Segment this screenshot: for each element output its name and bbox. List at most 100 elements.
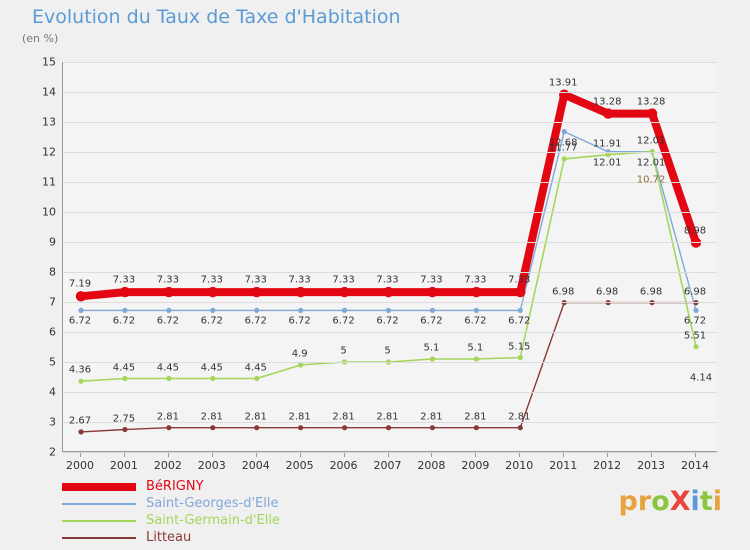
logo-letter: i [690, 486, 700, 517]
data-point [163, 286, 175, 298]
chart-unit-label: (en %) [22, 32, 59, 45]
logo-letter: X [669, 486, 691, 517]
data-point [605, 152, 611, 158]
data-point [122, 375, 128, 382]
proxiti-logo: proXiti [619, 486, 723, 517]
legend-color-swatch [62, 519, 136, 522]
point-value-label: 2.81 [156, 411, 179, 423]
data-point [693, 307, 699, 313]
x-axis-tick-label: 2012 [593, 459, 622, 472]
data-point [517, 354, 523, 361]
data-point [298, 362, 304, 368]
point-value-label: 12.68 [548, 137, 578, 149]
y-axis-tick-label: 2 [49, 445, 56, 459]
data-point [517, 425, 523, 431]
point-value-label: 5.15 [508, 341, 531, 352]
point-value-label: 4.45 [244, 362, 267, 373]
x-axis-tick [475, 453, 477, 457]
data-point [210, 375, 216, 382]
point-value-label: 11.91 [592, 138, 622, 150]
data-point [471, 286, 482, 298]
point-value-label: 7.33 [508, 274, 531, 286]
point-value-label: 6.72 [332, 315, 355, 327]
gridline [63, 62, 717, 63]
x-axis-tick-label: 2000 [66, 459, 94, 472]
y-axis-tick-label: 8 [49, 265, 56, 279]
legend-item[interactable]: Saint-Germain-d'Elle [62, 512, 482, 529]
x-axis-tick-label: 2004 [241, 459, 270, 472]
point-value-label: 11.77 [548, 142, 578, 154]
point-value-label: 7.33 [112, 274, 136, 286]
data-point [341, 307, 348, 313]
point-value-label: 7.33 [376, 274, 399, 286]
x-axis-tick [387, 453, 389, 457]
point-value-label: 7.33 [332, 274, 355, 286]
y-axis-tick-label: 3 [49, 415, 56, 429]
point-value-label: 12.01 [636, 157, 666, 169]
data-point [210, 307, 216, 313]
legend-label: Saint-Georges-d'Elle [146, 496, 279, 511]
gridline [63, 332, 717, 333]
plot-area [62, 62, 717, 453]
point-value-label: 4.45 [112, 362, 136, 373]
data-point [385, 307, 392, 313]
point-value-label: 2.75 [112, 413, 136, 424]
legend-item[interactable]: Saint-Georges-d'Elle [62, 495, 482, 512]
series-lines [75, 89, 702, 435]
data-point [78, 307, 84, 313]
point-value-label: 6.98 [683, 286, 707, 298]
point-value-label: 4.45 [200, 362, 223, 373]
x-axis-tick [299, 453, 301, 457]
point-value-label: 2.81 [200, 411, 223, 423]
data-point [78, 378, 84, 384]
gridline [63, 392, 717, 393]
legend: BéRIGNY Saint-Georges-d'Elle Saint-Germain… [62, 478, 482, 546]
data-point [427, 286, 438, 298]
data-point [122, 307, 128, 313]
point-value-label: 5.1 [423, 342, 440, 354]
legend-label: Litteau [146, 530, 192, 545]
data-point [166, 375, 172, 382]
x-axis-tick [519, 453, 521, 457]
point-value-label: 5 [384, 345, 391, 357]
legend-label: BéRIGNY [146, 479, 204, 494]
point-value-label: 6.72 [508, 315, 531, 327]
gridline [63, 362, 717, 363]
data-point [78, 429, 84, 435]
point-value-label: 2.81 [244, 411, 267, 423]
data-point [473, 356, 479, 362]
data-point [166, 425, 172, 431]
point-value-label: 7.33 [464, 274, 487, 286]
x-axis-tick [80, 453, 81, 457]
point-value-label: 2.81 [508, 411, 531, 423]
gridline [63, 242, 717, 243]
point-value-label: 6.98 [639, 286, 663, 298]
data-point [693, 344, 699, 350]
gridline [63, 422, 717, 423]
legend-item[interactable]: Litteau [62, 529, 482, 546]
point-value-label: 2.81 [332, 411, 355, 423]
x-axis-tick-label: 2013 [637, 459, 666, 472]
x-axis-tick [651, 453, 653, 457]
point-value-label: 6.72 [244, 315, 267, 327]
data-point [383, 286, 394, 298]
data-point [515, 286, 526, 298]
x-axis-tick [607, 453, 609, 457]
point-value-label: 6.98 [552, 286, 575, 298]
legend-color-swatch [62, 502, 136, 505]
legend-item[interactable]: BéRIGNY [62, 478, 482, 495]
page-title: Evolution du Taux de Taxe d'Habitation [32, 6, 401, 28]
gridline [63, 272, 717, 273]
point-value-label: 7.33 [288, 274, 311, 286]
x-axis-tick-label: 2007 [373, 459, 402, 472]
y-axis-tick-label: 4 [49, 385, 56, 399]
data-point [429, 307, 436, 313]
point-value-label: 7.33 [156, 274, 179, 286]
point-value-label: 6.72 [420, 315, 443, 327]
data-point [210, 425, 216, 431]
x-axis-tick [123, 453, 125, 457]
gridline [63, 122, 717, 123]
gridline [63, 212, 717, 213]
legend-color-swatch [62, 482, 136, 491]
data-point [254, 425, 260, 431]
